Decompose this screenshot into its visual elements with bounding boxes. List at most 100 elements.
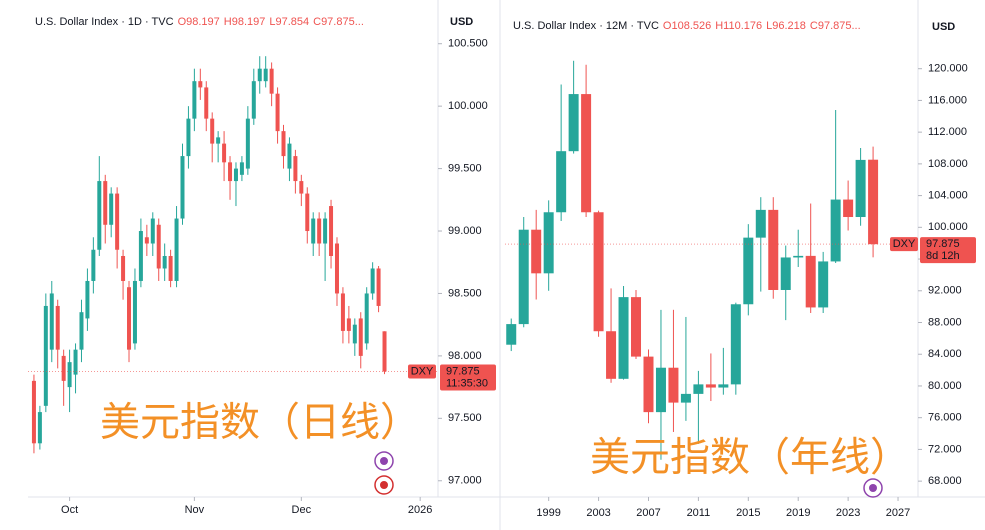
candle-body xyxy=(352,324,357,344)
candle-body xyxy=(340,293,345,331)
candle-body xyxy=(364,293,369,344)
candle-body xyxy=(37,412,42,444)
y-tick-label: 120.000 xyxy=(928,63,968,75)
header-open: O108.526 xyxy=(663,20,711,32)
y-tick-label: 116.000 xyxy=(928,94,967,106)
y-tick-label: 68.000 xyxy=(928,475,962,487)
price-tag-price: 97.875 xyxy=(446,365,480,377)
y-tick-label: 99.000 xyxy=(448,225,482,237)
candle-body xyxy=(358,318,363,356)
y-tick-label: 97.500 xyxy=(448,412,482,424)
candle-body xyxy=(346,318,351,331)
candle-body xyxy=(239,162,244,175)
x-tick-label: 2007 xyxy=(636,507,660,519)
candle-body xyxy=(568,94,579,152)
candle-body xyxy=(192,81,197,119)
x-tick-label: 2015 xyxy=(736,507,760,519)
candle-body xyxy=(210,118,215,144)
x-tick-label: 1999 xyxy=(536,507,560,519)
icon-dot xyxy=(380,457,388,465)
icon-dot xyxy=(380,481,388,489)
candle-body xyxy=(251,81,256,119)
y-tick-label: 100.500 xyxy=(448,38,488,50)
symbol-tag-text: DXY xyxy=(893,238,916,250)
candle-body xyxy=(581,94,592,213)
candle-body xyxy=(55,305,60,350)
candle-body xyxy=(103,181,108,225)
candle-body xyxy=(334,243,339,294)
candle-body xyxy=(79,312,84,350)
candle-body xyxy=(121,255,126,281)
y-tick-label: 100.000 xyxy=(448,100,488,112)
candle-body xyxy=(655,367,666,413)
candle-body xyxy=(755,209,766,238)
candle-body xyxy=(593,212,604,332)
candle-body xyxy=(245,118,250,169)
candle-body xyxy=(376,268,381,306)
chart-header: U.S. Dollar Index · 1D · TVC O98.197 H98.1… xyxy=(35,16,364,28)
header-high: H110.176 xyxy=(715,20,762,32)
x-tick-label: 2003 xyxy=(586,507,610,519)
candle-body xyxy=(693,384,704,394)
symbol-tag xyxy=(890,237,918,252)
candle-body xyxy=(115,193,120,250)
candle-body xyxy=(31,380,36,444)
candle-body xyxy=(843,199,854,218)
y-tick-label: 97.000 xyxy=(448,475,482,487)
candle-body xyxy=(61,355,66,381)
candle-body xyxy=(144,237,149,244)
candle-body xyxy=(85,280,90,319)
candle-body xyxy=(91,249,96,281)
candle-body xyxy=(543,212,554,274)
candle-body xyxy=(281,131,286,157)
candle-body xyxy=(275,93,280,132)
y-tick-label: 76.000 xyxy=(928,412,962,424)
candle-body xyxy=(329,206,334,256)
y-tick-label: 108.000 xyxy=(928,158,968,170)
currency-label: USD xyxy=(932,21,955,33)
candle-body xyxy=(263,68,268,82)
header-open: O98.197 xyxy=(178,16,220,28)
candle-body xyxy=(370,268,375,294)
candle-body xyxy=(180,156,185,219)
candle-body xyxy=(531,229,542,274)
header-title: U.S. Dollar Index · 12M · TVC xyxy=(513,20,659,32)
candle-body xyxy=(269,68,274,94)
x-tick-label: Oct xyxy=(61,504,78,516)
candle-body xyxy=(49,293,54,350)
candle-body xyxy=(156,224,161,269)
y-tick-label: 88.000 xyxy=(928,316,962,328)
y-tick-label: 112.000 xyxy=(928,126,967,138)
candle-body xyxy=(743,237,754,305)
candle-body xyxy=(67,362,72,388)
candle-body xyxy=(168,255,173,281)
chart-header: U.S. Dollar Index · 12M · TVC O108.526 H11… xyxy=(513,20,861,32)
candle-body xyxy=(768,209,779,290)
candle-body xyxy=(138,231,143,281)
symbol-tag-text: DXY xyxy=(411,365,434,377)
candle-body xyxy=(680,393,691,403)
candle-body xyxy=(222,143,227,163)
candle-body xyxy=(780,257,791,290)
candle-body xyxy=(97,181,102,250)
y-tick-label: 100.000 xyxy=(928,221,968,233)
y-tick-label: 104.000 xyxy=(928,190,968,202)
candle-body xyxy=(198,81,203,88)
candle-body xyxy=(127,287,132,350)
candle-body xyxy=(618,297,629,379)
x-tick-label: Dec xyxy=(292,504,312,516)
x-tick-label: 2023 xyxy=(836,507,860,519)
y-tick-label: 80.000 xyxy=(928,380,962,392)
candle-body xyxy=(643,356,654,413)
candle-body xyxy=(818,261,829,308)
candle-body xyxy=(311,218,316,244)
price-tag xyxy=(920,237,976,264)
icon-dot xyxy=(869,484,877,492)
candle-body xyxy=(132,280,137,344)
header-close: C97.875... xyxy=(313,16,364,28)
candle-body xyxy=(186,118,191,157)
price-tag-countdown: 8d 12h xyxy=(926,250,960,262)
candle-body xyxy=(323,218,328,244)
candle-body xyxy=(293,156,298,182)
